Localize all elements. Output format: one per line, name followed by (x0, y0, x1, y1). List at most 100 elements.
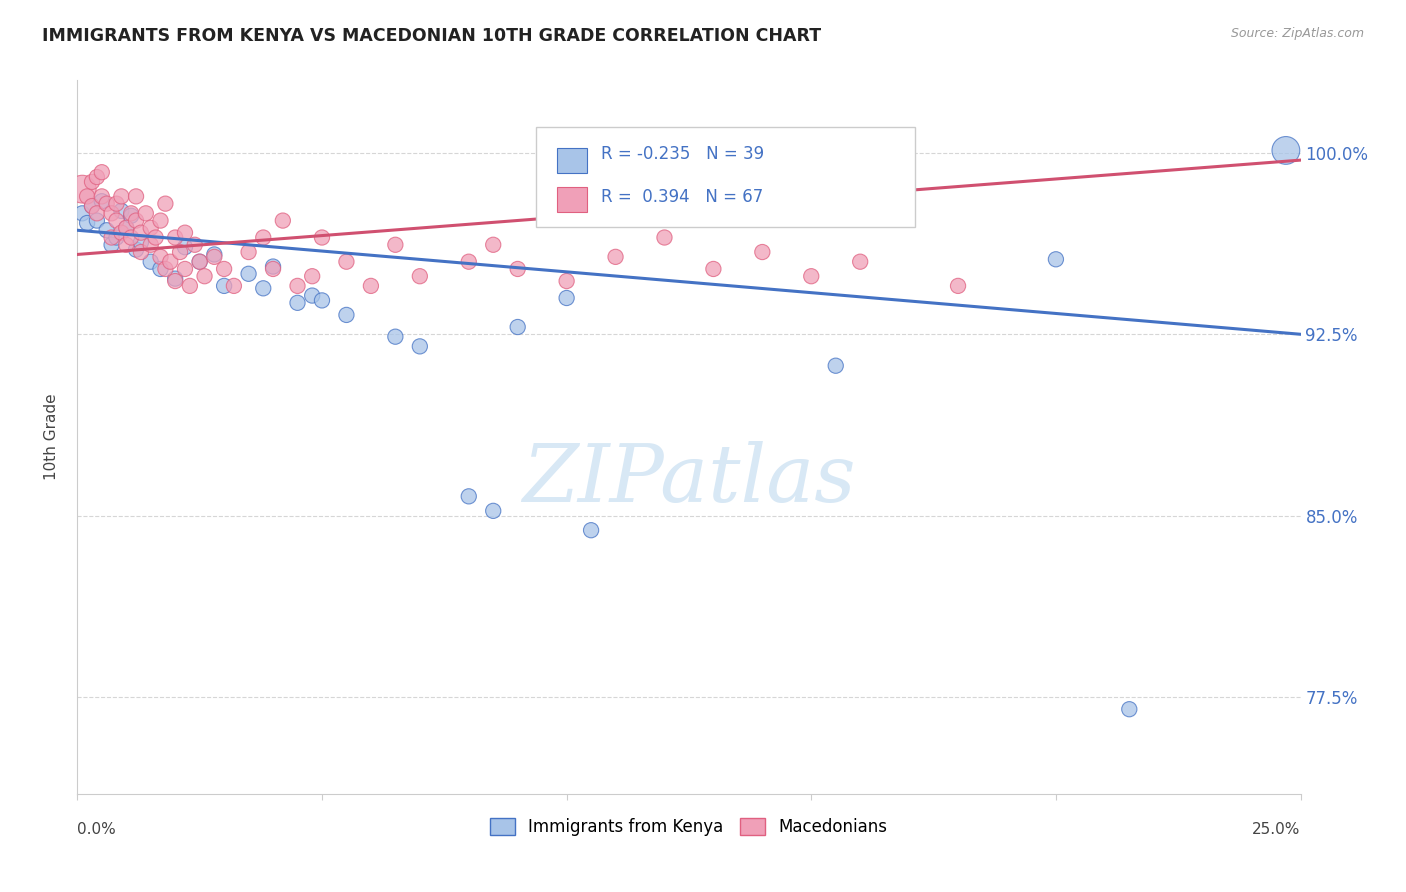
Point (105, 230, 128, 244)
Point (212, 279, 235, 293)
Point (335, 308, 357, 322)
Point (238, 267, 260, 281)
Point (579, 523, 602, 537)
Point (202, 250, 225, 264)
Point (96, 196, 118, 211)
Point (174, 240, 197, 254)
Point (129, 235, 152, 250)
Text: R = -0.235   N = 39: R = -0.235 N = 39 (600, 145, 763, 162)
Point (409, 269, 432, 284)
Point (311, 293, 333, 308)
Point (287, 279, 309, 293)
Point (384, 329, 406, 343)
Point (946, 279, 969, 293)
Point (262, 260, 284, 274)
Point (555, 291, 578, 305)
Point (149, 262, 172, 277)
Point (222, 279, 245, 293)
Point (457, 489, 479, 503)
Text: R =  0.394   N = 67: R = 0.394 N = 67 (600, 187, 763, 205)
Legend: Immigrants from Kenya, Macedonians: Immigrants from Kenya, Macedonians (484, 811, 894, 843)
Point (90, 189, 112, 203)
Point (96, 223, 118, 237)
Point (125, 243, 148, 257)
Text: 25.0%: 25.0% (1253, 822, 1301, 838)
Point (76, 189, 98, 203)
Point (110, 189, 132, 203)
Point (301, 269, 323, 284)
Point (409, 339, 432, 353)
Point (90, 194, 112, 209)
Point (188, 254, 211, 268)
Point (149, 250, 172, 264)
Point (70, 182, 93, 196)
Point (252, 230, 274, 244)
Point (384, 237, 406, 252)
Point (120, 209, 142, 223)
Point (86, 213, 108, 227)
Point (115, 220, 138, 235)
Point (105, 213, 128, 227)
Point (287, 295, 309, 310)
Point (174, 226, 197, 240)
Point (165, 230, 187, 244)
Point (76, 216, 98, 230)
Point (139, 237, 162, 252)
Point (115, 220, 138, 235)
Y-axis label: 10th Grade: 10th Grade (44, 393, 59, 481)
Point (188, 254, 211, 268)
Point (482, 237, 505, 252)
Point (174, 262, 197, 277)
Point (1118, 702, 1140, 716)
Point (169, 245, 191, 260)
Point (849, 254, 872, 268)
Point (212, 262, 235, 277)
Point (751, 245, 773, 260)
Point (70, 206, 93, 220)
Point (155, 196, 177, 211)
Point (139, 254, 162, 268)
Point (149, 213, 172, 227)
Point (605, 250, 627, 264)
Point (165, 271, 187, 285)
Point (301, 288, 323, 302)
Point (262, 262, 284, 277)
Point (125, 213, 148, 227)
Point (139, 220, 162, 235)
Point (184, 237, 207, 252)
Point (193, 269, 215, 284)
Point (100, 237, 122, 252)
Point (159, 254, 181, 268)
Point (100, 206, 122, 220)
Point (824, 359, 846, 373)
Point (457, 254, 479, 268)
Point (135, 206, 157, 220)
Point (155, 262, 177, 277)
Point (360, 279, 382, 293)
Point (252, 281, 274, 295)
Point (1045, 252, 1067, 267)
Point (145, 230, 167, 244)
Point (115, 237, 138, 252)
Point (271, 213, 294, 227)
Point (120, 206, 142, 220)
Point (129, 245, 152, 260)
Text: ZIPatlas: ZIPatlas (522, 442, 856, 518)
Point (80, 199, 103, 213)
Point (202, 247, 225, 261)
Point (506, 320, 529, 334)
Text: 0.0%: 0.0% (77, 822, 117, 838)
Point (238, 245, 260, 260)
Text: IMMIGRANTS FROM KENYA VS MACEDONIAN 10TH GRADE CORRELATION CHART: IMMIGRANTS FROM KENYA VS MACEDONIAN 10TH… (42, 27, 821, 45)
Point (311, 230, 333, 244)
Point (654, 230, 676, 244)
Point (100, 230, 122, 244)
Point (555, 274, 578, 288)
Point (702, 262, 724, 277)
Point (120, 230, 142, 244)
Point (80, 175, 103, 189)
Point (165, 274, 187, 288)
Point (105, 196, 128, 211)
Point (86, 169, 108, 184)
Point (179, 279, 201, 293)
